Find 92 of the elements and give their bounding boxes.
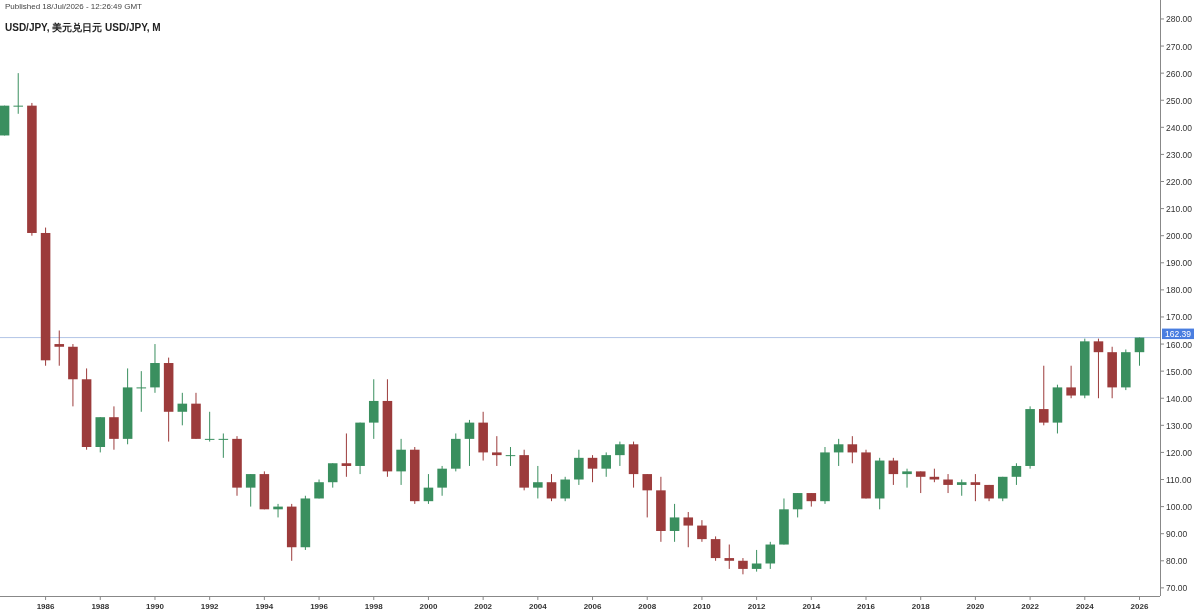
x-tick-label: 2008 — [638, 602, 657, 611]
x-tick-label: 2006 — [583, 602, 602, 611]
x-tick-label: 2016 — [857, 602, 876, 611]
x-tick-label: 2018 — [911, 602, 931, 611]
y-tick-label: 190.00 — [1166, 258, 1193, 269]
candlestick — [1011, 462, 1022, 486]
candlestick — [615, 441, 625, 467]
candlestick — [587, 454, 598, 483]
candlestick — [368, 378, 379, 440]
y-tick-label: 100.00 — [1166, 502, 1193, 513]
y-tick-label: 260.00 — [1166, 68, 1193, 79]
candlestick — [245, 473, 256, 508]
candlestick — [218, 432, 229, 459]
y-tick-label: 220.00 — [1166, 177, 1193, 188]
candlestick — [943, 473, 953, 494]
x-tick-label: 1998 — [364, 602, 384, 611]
x-tick-label: 2024 — [1075, 602, 1095, 611]
candlestick — [327, 462, 338, 489]
x-tick-label: 1990 — [146, 602, 165, 611]
candlestick — [1134, 337, 1145, 367]
candlestick — [601, 451, 611, 478]
x-tick-label: 1988 — [91, 602, 110, 611]
candlestick — [915, 470, 926, 494]
candlestick — [533, 465, 543, 499]
x-tick-label: 2000 — [419, 602, 438, 611]
x-tick-label: 2014 — [802, 602, 821, 611]
annotation: Published 18/Jul/2026 - 12:26:49 GMT — [5, 2, 143, 11]
x-tick-label: 2022 — [1021, 602, 1040, 611]
x-tick-label: 2010 — [693, 602, 712, 611]
candlestick — [574, 449, 584, 486]
candlestick — [683, 511, 694, 548]
y-tick-label: 230.00 — [1166, 149, 1193, 160]
candlestick — [833, 438, 844, 467]
candlestick — [464, 419, 475, 467]
candlestick — [642, 473, 653, 518]
candlestick — [54, 330, 65, 367]
x-tick-label: 2012 — [747, 602, 767, 611]
y-tick-label: 90.00 — [1166, 529, 1188, 540]
y-tick-label: 250.00 — [1166, 95, 1193, 106]
x-tick-label: 1992 — [200, 602, 220, 611]
candlestick — [437, 465, 447, 497]
text: USD/JPY, 美元兑日元 USD/JPY, M — [5, 22, 161, 33]
y-tick-label: 270.00 — [1166, 41, 1193, 52]
candlestick — [1093, 338, 1104, 399]
candlestick — [792, 492, 803, 518]
x-tick-label: 1996 — [310, 602, 329, 611]
candlestick — [109, 405, 119, 451]
candlestick — [560, 476, 570, 502]
candlestick — [204, 411, 215, 443]
ref-line-label: 162.39 — [1165, 328, 1192, 339]
x-tick-label: 1994 — [255, 602, 274, 611]
candlestick — [423, 473, 434, 505]
candlestick — [847, 435, 858, 464]
candlestick — [546, 473, 557, 502]
candlestick — [697, 519, 707, 543]
candlestick — [177, 392, 188, 426]
candlestick — [492, 435, 502, 467]
candlestick — [738, 557, 748, 575]
y-tick-label: 80.00 — [1166, 556, 1188, 567]
x-tick-label: 1986 — [36, 602, 56, 611]
candlestick — [1038, 365, 1049, 426]
y-tick-label: 170.00 — [1166, 312, 1193, 323]
x-tick-label: 2002 — [474, 602, 493, 611]
y-tick-label: 130.00 — [1166, 420, 1193, 431]
candlestick — [997, 476, 1008, 502]
candlestick — [888, 457, 899, 486]
candlestick — [902, 468, 912, 489]
y-tick-label: 280.00 — [1166, 14, 1193, 25]
candlestick — [341, 432, 352, 478]
candlestick — [136, 370, 147, 413]
x-tick-label: 2026 — [1130, 602, 1149, 611]
candlestick — [1066, 365, 1076, 399]
x-tick-label: 2020 — [966, 602, 985, 611]
candlestick — [724, 544, 735, 570]
y-tick-label: 210.00 — [1166, 204, 1193, 215]
y-tick-label: 140.00 — [1166, 393, 1193, 404]
candlestick — [396, 438, 406, 486]
y-tick-label: 70.00 — [1166, 583, 1188, 594]
y-tick-label: 180.00 — [1166, 285, 1193, 296]
candlestick — [710, 535, 721, 562]
y-tick-label: 200.00 — [1166, 231, 1193, 242]
candlestick — [13, 72, 24, 115]
y-tick-label: 120.00 — [1166, 447, 1193, 458]
candlestick — [751, 549, 762, 573]
y-tick-label: 150.00 — [1166, 366, 1193, 377]
y-tick-label: 240.00 — [1166, 122, 1193, 133]
candlestick — [970, 473, 981, 502]
x-tick-label: 2004 — [528, 602, 548, 611]
candlestick — [505, 446, 516, 467]
y-tick-label: 160.00 — [1166, 339, 1193, 350]
y-tick-label: 110.00 — [1166, 475, 1192, 486]
candlestick — [669, 503, 680, 543]
